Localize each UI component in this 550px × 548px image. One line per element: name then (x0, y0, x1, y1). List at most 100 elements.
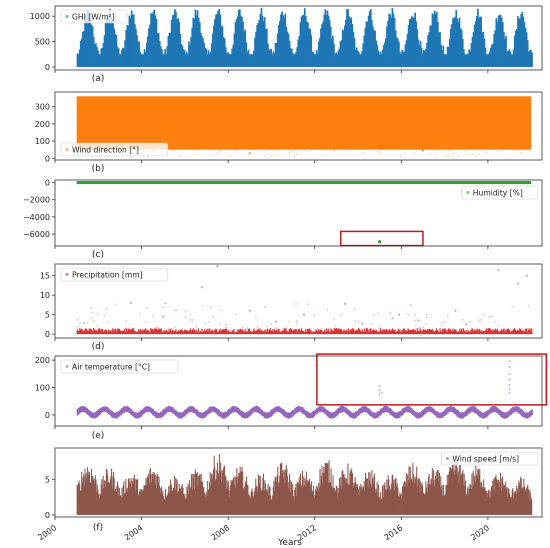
data-mark (303, 331, 305, 335)
data-mark (427, 476, 429, 515)
data-mark (123, 330, 125, 335)
data-point (184, 310, 187, 313)
data-mark (89, 482, 91, 515)
data-mark (113, 28, 116, 67)
data-mark (215, 479, 217, 515)
data-mark (190, 328, 192, 335)
data-mark (297, 481, 299, 515)
data-mark (376, 330, 378, 335)
data-mark (453, 463, 455, 515)
data-mark (179, 488, 181, 515)
data-mark (177, 330, 180, 335)
data-mark (351, 328, 354, 335)
y-tick-label: 200 (35, 120, 50, 129)
data-mark (391, 328, 394, 335)
data-mark (141, 491, 143, 515)
y-tick-label: −2000 (23, 196, 50, 205)
data-mark (447, 406, 450, 413)
data-point (377, 150, 380, 153)
data-mark (134, 412, 136, 418)
data-mark (299, 484, 301, 515)
data-mark (279, 475, 281, 515)
data-mark (301, 486, 303, 515)
data-mark (291, 489, 293, 515)
data-mark (190, 36, 192, 67)
data-mark (93, 328, 95, 335)
data-mark (490, 47, 492, 67)
data-mark (426, 491, 428, 515)
data-point (287, 320, 290, 323)
data-mark (520, 476, 522, 515)
data-mark (305, 486, 307, 515)
data-mark (85, 328, 87, 335)
data-mark (102, 331, 104, 335)
data-mark (113, 471, 115, 515)
data-mark (245, 331, 247, 335)
data-mark (196, 10, 199, 67)
data-mark (491, 331, 493, 335)
data-point (173, 309, 176, 312)
data-mark (376, 482, 378, 515)
data-mark (522, 16, 525, 67)
data-mark (220, 25, 223, 67)
panel-label: (d) (92, 342, 105, 352)
data-mark (360, 483, 362, 515)
data-point (292, 150, 294, 153)
data-mark (374, 30, 376, 67)
data-mark (367, 329, 369, 335)
data-mark (230, 54, 233, 67)
data-mark (316, 485, 318, 515)
data-mark (521, 410, 524, 417)
data-mark (317, 330, 319, 335)
data-mark (273, 481, 275, 515)
legend: Humidity [%] (461, 185, 539, 200)
data-mark (245, 42, 248, 67)
data-mark (237, 329, 239, 335)
data-mark (347, 409, 349, 416)
data-mark (439, 486, 441, 515)
data-mark (272, 495, 274, 515)
data-mark (324, 408, 327, 414)
data-mark (140, 490, 142, 515)
outlier-point (216, 264, 219, 268)
data-mark (498, 331, 500, 335)
data-point (297, 153, 299, 156)
y-tick-label: 100 (35, 137, 50, 146)
data-mark (326, 463, 328, 515)
data-mark (258, 475, 260, 515)
panel-label: (c) (92, 250, 104, 260)
data-mark (403, 407, 406, 413)
data-mark (138, 411, 141, 419)
data-mark (459, 464, 461, 515)
data-mark (373, 412, 375, 419)
data-mark (284, 13, 287, 67)
data-mark (321, 331, 323, 335)
data-mark (157, 473, 159, 515)
data-mark (310, 330, 312, 335)
data-mark (134, 478, 136, 515)
data-mark (416, 328, 419, 335)
data-mark (114, 412, 117, 419)
data-mark (280, 331, 282, 335)
data-mark (121, 408, 123, 415)
data-mark (494, 477, 496, 515)
data-mark (454, 469, 456, 515)
data-mark (171, 15, 174, 67)
data-mark (446, 331, 448, 335)
data-point (295, 302, 297, 305)
data-mark (405, 481, 407, 515)
data-mark (312, 331, 314, 335)
data-mark (341, 471, 343, 515)
data-mark (251, 54, 254, 67)
data-mark (264, 483, 267, 515)
outlier-point (508, 387, 511, 390)
data-point (400, 156, 403, 159)
data-point (354, 320, 357, 322)
data-mark (78, 49, 81, 67)
data-mark (181, 486, 183, 515)
data-mark (86, 408, 89, 415)
data-mark (176, 332, 178, 335)
legend-box (60, 9, 128, 24)
data-mark (267, 328, 269, 335)
data-mark (204, 411, 207, 418)
